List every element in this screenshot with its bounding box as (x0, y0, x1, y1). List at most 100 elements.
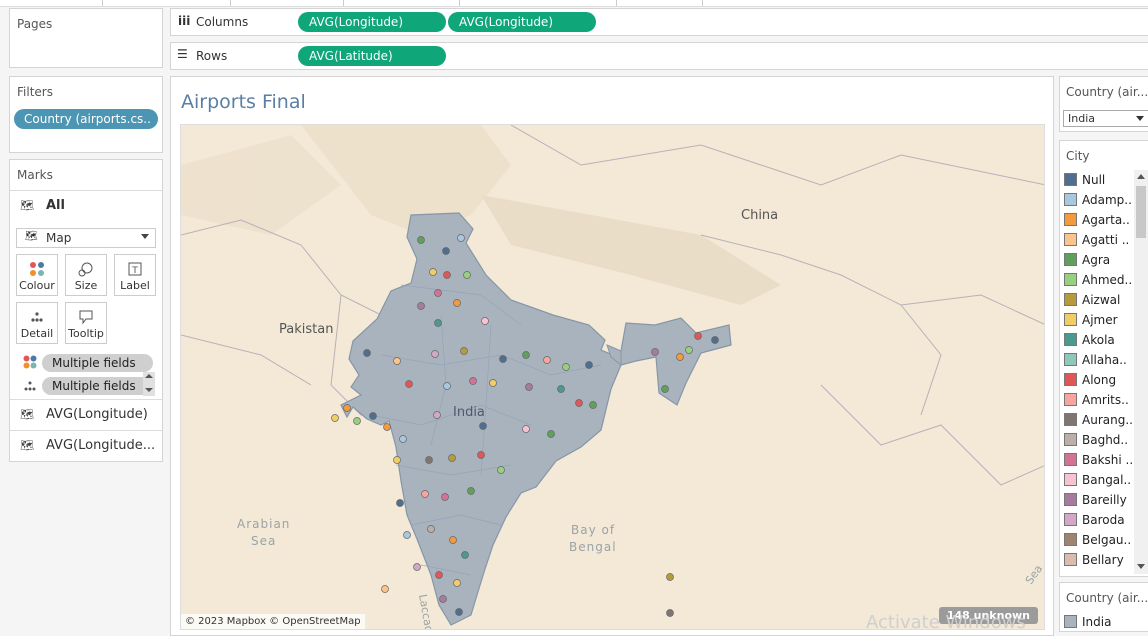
city-legend-item[interactable]: Ahmed.. (1064, 270, 1142, 290)
city-legend-label: Agatti .. (1082, 233, 1130, 247)
label-label: Label (120, 279, 150, 292)
airport-mark (455, 608, 463, 616)
tooltip-button[interactable]: Tooltip (65, 302, 107, 344)
city-legend-item[interactable]: Agra (1064, 250, 1142, 270)
filters-panel[interactable]: Filters Country (airports.cs.. (9, 76, 163, 153)
filter-pill-country[interactable]: Country (airports.cs.. (14, 109, 158, 129)
airport-mark (661, 385, 669, 393)
airport-mark (417, 236, 425, 244)
city-legend-swatch (1064, 473, 1077, 486)
city-legend-item[interactable]: Aizwal (1064, 290, 1142, 310)
mark-type-dropdown[interactable]: 🗺 Map (16, 228, 156, 248)
city-legend-item[interactable]: Bareilly (1064, 490, 1142, 510)
city-legend-item[interactable]: Baghd.. (1064, 430, 1142, 450)
marks-row-longitude-1[interactable]: 🗺 AVG(Longitude) (10, 399, 162, 430)
unknown-badge[interactable]: 148 unknown (938, 607, 1038, 624)
label-button[interactable]: T Label (114, 254, 156, 296)
marks-row-longitude-1-label: AVG(Longitude) (46, 407, 148, 422)
tooltip-label: Tooltip (68, 327, 104, 340)
scroll-thumb[interactable] (1136, 186, 1146, 238)
multiple-fields-pill-colour[interactable]: Multiple fields (42, 354, 153, 372)
tooltip-icon (66, 309, 106, 325)
marks-all-row[interactable]: 🗺 All (10, 190, 162, 221)
pages-title: Pages (17, 17, 53, 31)
columns-shelf[interactable]: iii Columns AVG(Longitude) AVG(Longitude… (170, 8, 1148, 36)
airport-mark (562, 363, 570, 371)
columns-pill-longitude-1[interactable]: AVG(Longitude) (298, 12, 446, 32)
city-legend-item[interactable]: Agarta.. (1064, 210, 1142, 230)
city-legend-item[interactable]: Aurang.. (1064, 410, 1142, 430)
country-filter-dropdown[interactable]: India (1063, 110, 1148, 127)
airport-mark (453, 579, 461, 587)
city-legend-item[interactable]: Amrits.. (1064, 390, 1142, 410)
scroll-down-icon[interactable] (1137, 564, 1145, 569)
city-legend-label: Agra (1082, 253, 1111, 267)
scroll-down-icon[interactable] (145, 388, 153, 392)
city-legend-item[interactable]: Ajmer (1064, 310, 1142, 330)
city-legend-item[interactable]: Belgau.. (1064, 530, 1142, 550)
airport-mark (522, 351, 530, 359)
marks-all-label: All (46, 198, 65, 213)
mark-type-label: Map (46, 231, 72, 245)
marks-row-longitude-2[interactable]: 🗺 AVG(Longitude... (10, 430, 162, 461)
colour-button[interactable]: Colour (16, 254, 58, 296)
airport-mark (435, 571, 443, 579)
city-legend-item[interactable]: Along (1064, 370, 1142, 390)
airport-mark (343, 404, 351, 412)
map-label-bay-1: Bay of (571, 523, 615, 537)
map-label-laccadive: Laccad (416, 593, 436, 630)
city-legend-swatch (1064, 393, 1077, 406)
city-legend-item[interactable]: Adamp.. (1064, 190, 1142, 210)
city-legend-label: Agarta.. (1082, 213, 1130, 227)
city-legend-scrollbar[interactable] (1134, 170, 1148, 574)
scroll-up-icon[interactable] (145, 374, 153, 378)
airport-mark (427, 525, 435, 533)
chevron-down-icon (1136, 116, 1144, 121)
detail-button[interactable]: Detail (16, 302, 58, 344)
size-button[interactable]: Size (65, 254, 107, 296)
map-label-pakistan: Pakistan (279, 322, 333, 337)
columns-icon: iii (178, 14, 191, 28)
airport-mark (443, 271, 451, 279)
airport-mark (381, 585, 389, 593)
multiple-fields-pill-detail[interactable]: Multiple fields (42, 377, 153, 395)
india-region[interactable] (340, 212, 732, 626)
city-legend-label: Aurang.. (1082, 413, 1133, 427)
rows-shelf[interactable]: ☰ Rows AVG(Latitude) (170, 42, 1148, 70)
country-legend-item[interactable]: India (1064, 612, 1142, 632)
city-legend-swatch (1064, 493, 1077, 506)
pages-panel[interactable]: Pages (9, 8, 163, 68)
airport-mark (434, 319, 442, 327)
city-legend-label: Adamp.. (1082, 193, 1132, 207)
map-canvas: Arabian Sea Bay of Bengal Laccad Sea Chi… (181, 125, 1045, 630)
airport-mark (434, 289, 442, 297)
map-view[interactable]: Arabian Sea Bay of Bengal Laccad Sea Chi… (180, 124, 1045, 630)
marks-panel: Marks 🗺 All 🗺 Map Colour Size T Label De… (9, 159, 163, 462)
airport-mark (363, 349, 371, 357)
city-legend-swatch (1064, 513, 1077, 526)
city-legend-item[interactable]: Akola (1064, 330, 1142, 350)
rows-pill-latitude[interactable]: AVG(Latitude) (298, 46, 446, 66)
city-legend-swatch (1064, 193, 1077, 206)
city-legend-label: Ajmer (1082, 313, 1118, 327)
filters-title: Filters (17, 85, 53, 99)
scroll-up-icon[interactable] (1137, 174, 1145, 179)
city-legend-item[interactable]: Baroda (1064, 510, 1142, 530)
city-legend-item[interactable]: Allaha.. (1064, 350, 1142, 370)
map-label-sea-partial: Sea (1023, 562, 1045, 586)
columns-pill-longitude-2[interactable]: AVG(Longitude) (448, 12, 596, 32)
marks-scrollbar[interactable] (143, 372, 155, 396)
city-legend-item[interactable]: Null (1064, 170, 1142, 190)
map-label-bay-2: Bengal (569, 540, 617, 554)
airport-mark (453, 299, 461, 307)
city-legend-item[interactable]: Bakshi .. (1064, 450, 1142, 470)
city-legend-item[interactable]: Bangal.. (1064, 470, 1142, 490)
airport-mark (448, 454, 456, 462)
country-legend-title: Country (air... (1066, 591, 1148, 605)
airport-mark (543, 356, 551, 364)
country-legend-swatch (1064, 615, 1077, 628)
city-legend-item[interactable]: Agatti .. (1064, 230, 1142, 250)
city-legend-label: Null (1082, 173, 1106, 187)
city-legend-item[interactable]: Bellary (1064, 550, 1142, 570)
multiple-fields-detail-icon (23, 379, 37, 396)
